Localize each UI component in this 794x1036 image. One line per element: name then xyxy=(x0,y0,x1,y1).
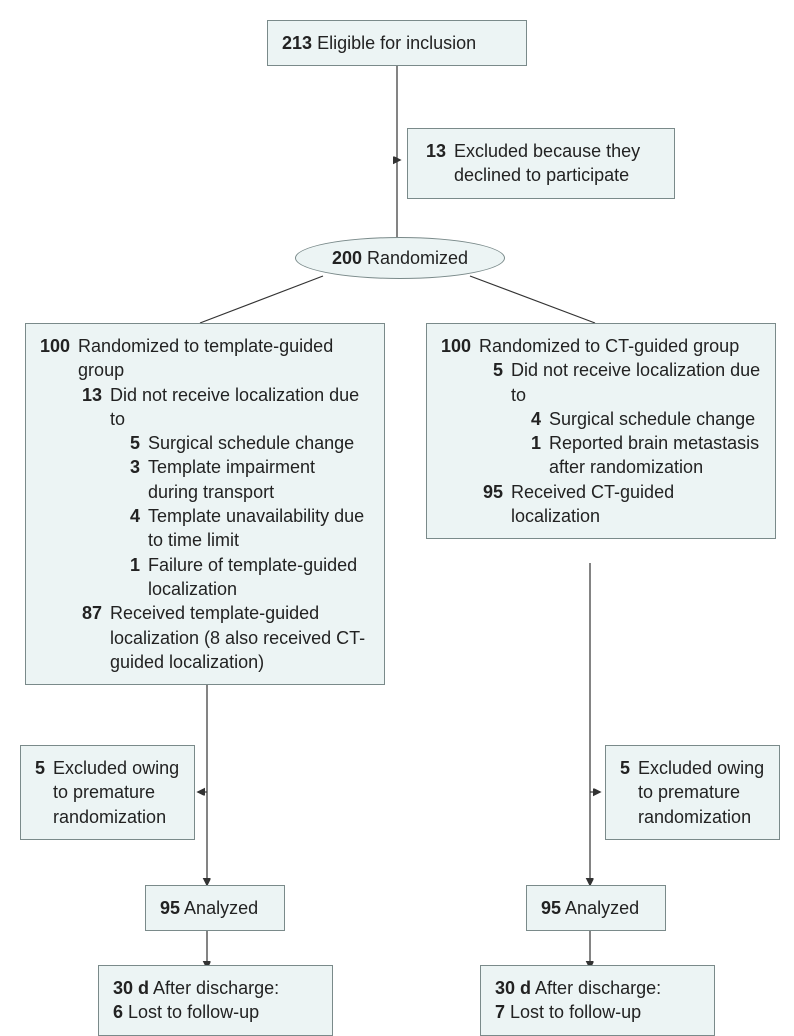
left-excl-n: 5 xyxy=(35,756,53,829)
right-arm-box: 100Randomized to CT-guided group 5Did no… xyxy=(426,323,776,539)
right-r0-n: 4 xyxy=(517,407,549,431)
left-recv-n: 87 xyxy=(78,601,110,674)
left-lost-n: 6 xyxy=(113,1002,123,1022)
left-r1-label: Template impairment during transport xyxy=(148,455,370,504)
eligible-n: 213 xyxy=(282,33,312,53)
left-r2-n: 4 xyxy=(116,504,148,553)
right-r0-label: Surgical schedule change xyxy=(549,407,761,431)
right-recv-label: Received CT-guided localization xyxy=(511,480,761,529)
left-r0-n: 5 xyxy=(116,431,148,455)
left-excluded-box: 5Excluded owing to premature randomizati… xyxy=(20,745,195,840)
right-analyzed-n: 95 xyxy=(541,898,561,918)
right-r1-label: Reported brain metastasis after randomiz… xyxy=(549,431,761,480)
left-analyzed-label: Analyzed xyxy=(184,898,258,918)
right-recv-n: 95 xyxy=(479,480,511,529)
eligible-box: 213 Eligible for inclusion xyxy=(267,20,527,66)
eligible-label: Eligible for inclusion xyxy=(317,33,476,53)
left-r0-label: Surgical schedule change xyxy=(148,431,370,455)
left-final-box: 30 d After discharge: 6 Lost to follow-u… xyxy=(98,965,333,1036)
right-r1-n: 1 xyxy=(517,431,549,480)
right-analyzed-label: Analyzed xyxy=(565,898,639,918)
right-lost-n: 7 xyxy=(495,1002,505,1022)
right-header-n: 100 xyxy=(441,334,479,358)
right-final-box: 30 d After discharge: 7 Lost to follow-u… xyxy=(480,965,715,1036)
left-r2-label: Template unavailability due to time limi… xyxy=(148,504,370,553)
left-ad-label: After discharge: xyxy=(153,978,279,998)
left-r3-label: Failure of template-guided localization xyxy=(148,553,370,602)
left-noloc-label: Did not receive localization due to xyxy=(110,383,370,432)
excluded-declined-n: 13 xyxy=(422,139,454,188)
right-excl-n: 5 xyxy=(620,756,638,829)
left-analyzed-box: 95 Analyzed xyxy=(145,885,285,931)
excluded-declined-box: 13 Excluded because they declined to par… xyxy=(407,128,675,199)
left-noloc-n: 13 xyxy=(78,383,110,432)
right-lost-label: Lost to follow-up xyxy=(510,1002,641,1022)
left-ad-n: 30 d xyxy=(113,978,149,998)
right-ad-label: After discharge: xyxy=(535,978,661,998)
left-header-label: Randomized to template-guided group xyxy=(78,334,370,383)
left-r3-n: 1 xyxy=(116,553,148,602)
left-excl-label: Excluded owing to premature randomizatio… xyxy=(53,756,180,829)
right-analyzed-box: 95 Analyzed xyxy=(526,885,666,931)
right-ad-n: 30 d xyxy=(495,978,531,998)
left-analyzed-n: 95 xyxy=(160,898,180,918)
right-excl-label: Excluded owing to premature randomizatio… xyxy=(638,756,765,829)
left-arm-box: 100Randomized to template-guided group 1… xyxy=(25,323,385,685)
right-noloc-label: Did not receive localization due to xyxy=(511,358,761,407)
randomized-ellipse: 200 Randomized xyxy=(295,237,505,279)
excluded-declined-label: Excluded because they declined to partic… xyxy=(454,139,660,188)
left-r1-n: 3 xyxy=(116,455,148,504)
left-recv-label: Received template-guided localization (8… xyxy=(110,601,370,674)
left-lost-label: Lost to follow-up xyxy=(128,1002,259,1022)
randomized-label: Randomized xyxy=(367,248,468,268)
left-header-n: 100 xyxy=(40,334,78,383)
right-noloc-n: 5 xyxy=(479,358,511,407)
right-header-label: Randomized to CT-guided group xyxy=(479,334,761,358)
right-excluded-box: 5Excluded owing to premature randomizati… xyxy=(605,745,780,840)
randomized-n: 200 xyxy=(332,248,362,268)
